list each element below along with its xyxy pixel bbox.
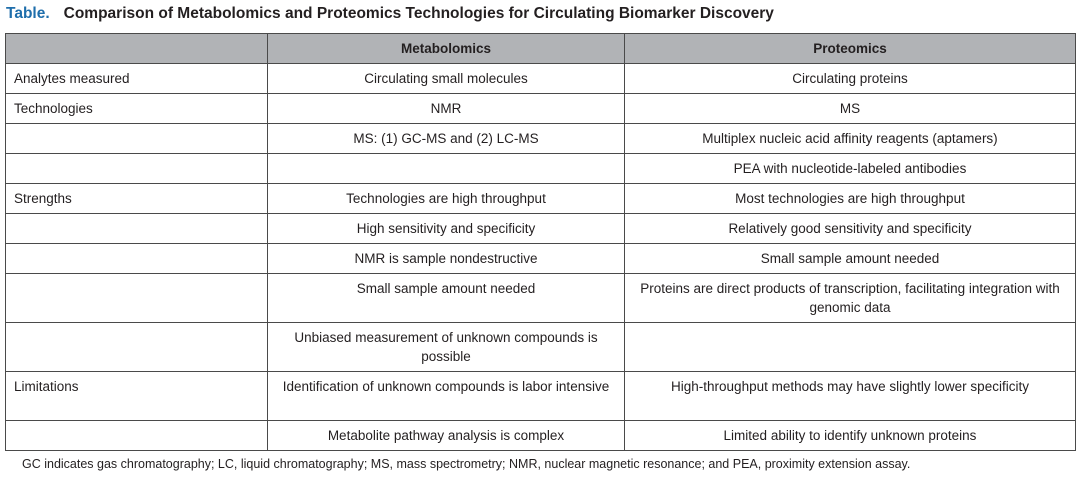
metabolomics-cell: Small sample amount needed bbox=[267, 273, 625, 323]
row-category: Technologies bbox=[5, 93, 268, 124]
table-row: NMR is sample nondestructive Small sample… bbox=[5, 243, 1076, 274]
row-category bbox=[5, 243, 268, 274]
metabolomics-cell: Circulating small molecules bbox=[267, 63, 625, 94]
table-row: Metabolite pathway analysis is complex Li… bbox=[5, 420, 1076, 451]
metabolomics-cell: MS: (1) GC-MS and (2) LC-MS bbox=[267, 123, 625, 154]
metabolomics-cell: Identification of unknown compounds is l… bbox=[267, 371, 625, 421]
header-proteomics: Proteomics bbox=[624, 33, 1076, 64]
header-row: Metabolomics Proteomics bbox=[5, 33, 1076, 64]
row-category bbox=[5, 153, 268, 184]
table-row: Unbiased measurement of unknown compound… bbox=[5, 322, 1076, 372]
proteomics-cell: Most technologies are high throughput bbox=[624, 183, 1076, 214]
row-category bbox=[5, 322, 268, 372]
proteomics-cell: Limited ability to identify unknown prot… bbox=[624, 420, 1076, 451]
table-row: High sensitivity and specificity Relative… bbox=[5, 213, 1076, 244]
table-title: Table. Comparison of Metabolomics and Pro… bbox=[6, 5, 774, 23]
proteomics-cell: PEA with nucleotide-labeled antibodies bbox=[624, 153, 1076, 184]
table-row: Technologies NMR MS bbox=[5, 93, 1076, 124]
table-row: Limitations Identification of unknown com… bbox=[5, 371, 1076, 421]
row-category bbox=[5, 273, 268, 323]
proteomics-cell bbox=[624, 322, 1076, 372]
metabolomics-cell: Technologies are high throughput bbox=[267, 183, 625, 214]
row-category: Analytes measured bbox=[5, 63, 268, 94]
table-row: Small sample amount needed Proteins are d… bbox=[5, 273, 1076, 323]
comparison-table: Metabolomics Proteomics Analytes measure… bbox=[5, 33, 1076, 451]
row-category bbox=[5, 420, 268, 451]
proteomics-cell: Relatively good sensitivity and specific… bbox=[624, 213, 1076, 244]
proteomics-cell: Circulating proteins bbox=[624, 63, 1076, 94]
metabolomics-cell: NMR bbox=[267, 93, 625, 124]
row-category: Limitations bbox=[5, 371, 268, 421]
proteomics-cell: Multiplex nucleic acid affinity reagents… bbox=[624, 123, 1076, 154]
footnote: GC indicates gas chromatography; LC, liq… bbox=[22, 457, 911, 471]
metabolomics-cell: NMR is sample nondestructive bbox=[267, 243, 625, 274]
table-row: MS: (1) GC-MS and (2) LC-MS Multiplex nuc… bbox=[5, 123, 1076, 154]
metabolomics-cell: Unbiased measurement of unknown compound… bbox=[267, 322, 625, 372]
proteomics-cell: MS bbox=[624, 93, 1076, 124]
table-title-text: Comparison of Metabolomics and Proteomic… bbox=[63, 5, 774, 22]
metabolomics-cell bbox=[267, 153, 625, 184]
header-blank bbox=[5, 33, 268, 64]
proteomics-cell: Proteins are direct products of transcri… bbox=[624, 273, 1076, 323]
row-category bbox=[5, 213, 268, 244]
row-category: Strengths bbox=[5, 183, 268, 214]
row-category bbox=[5, 123, 268, 154]
header-metabolomics: Metabolomics bbox=[267, 33, 625, 64]
table-row: Strengths Technologies are high throughpu… bbox=[5, 183, 1076, 214]
proteomics-cell: Small sample amount needed bbox=[624, 243, 1076, 274]
metabolomics-cell: Metabolite pathway analysis is complex bbox=[267, 420, 625, 451]
table-row: PEA with nucleotide-labeled antibodies bbox=[5, 153, 1076, 184]
table-row: Analytes measured Circulating small molec… bbox=[5, 63, 1076, 94]
proteomics-cell: High-throughput methods may have slightl… bbox=[624, 371, 1076, 421]
table-label: Table. bbox=[6, 5, 50, 22]
metabolomics-cell: High sensitivity and specificity bbox=[267, 213, 625, 244]
